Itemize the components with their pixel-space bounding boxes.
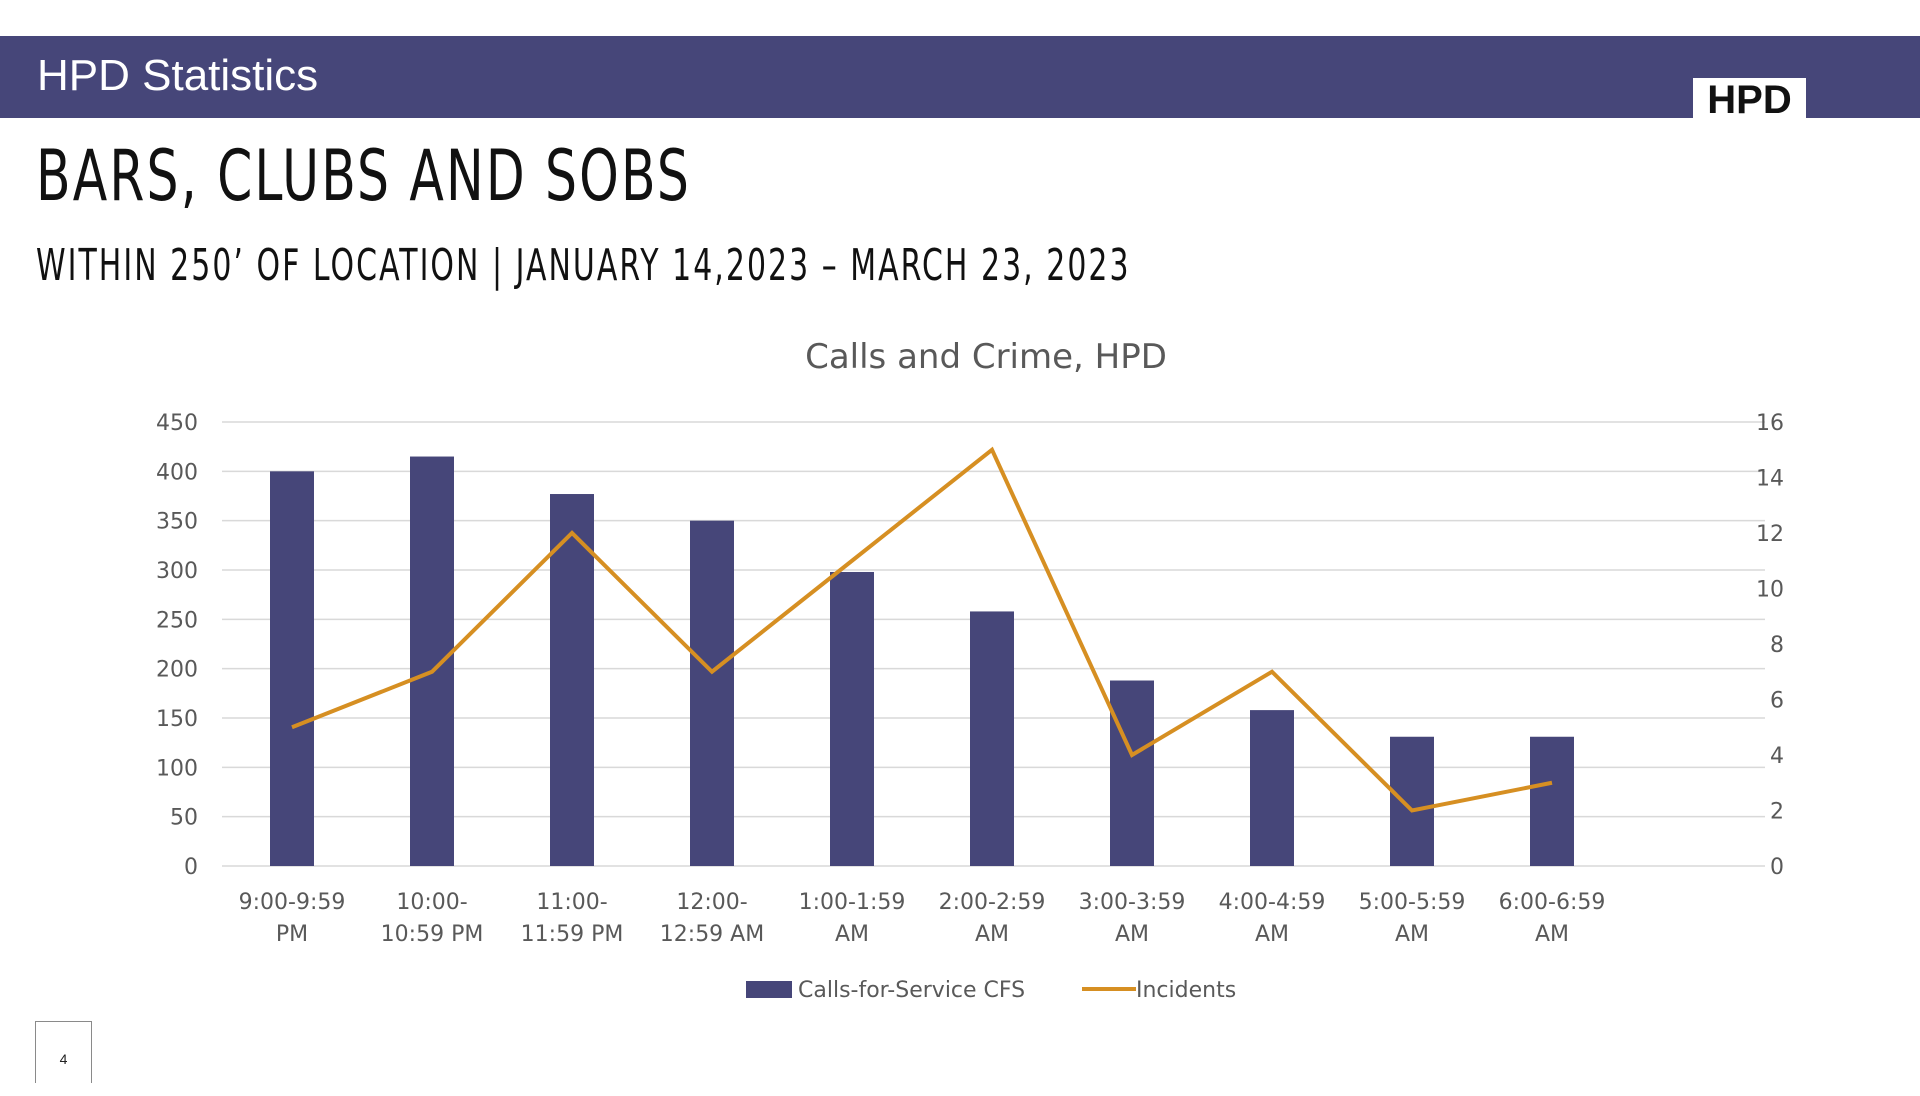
x-tick-label: 2:00-2:59 (939, 890, 1046, 915)
x-tick-label: AM (1255, 922, 1289, 947)
legend-label-cfs: Calls-for-Service CFS (798, 978, 1025, 1003)
left-tick-label: 150 (156, 707, 198, 732)
x-tick-label: 12:59 AM (660, 922, 764, 947)
right-tick-label: 6 (1770, 689, 1784, 714)
x-axis-labels: 9:00-9:59 PM 10:00- 10:59 PM 11:00- 11:59 PM 1… (239, 890, 1606, 947)
legend-swatch-cfs (746, 981, 792, 998)
cfs-bar (1250, 710, 1294, 866)
right-tick-label: 10 (1756, 578, 1784, 603)
right-tick-label: 14 (1756, 467, 1784, 492)
chart-title: Calls and Crime, HPD (805, 337, 1167, 377)
left-tick-label: 200 (156, 658, 198, 683)
cfs-bar (410, 456, 454, 866)
left-tick-label: 50 (170, 806, 198, 831)
cfs-bar (1110, 680, 1154, 866)
x-tick-label: AM (975, 922, 1009, 947)
x-tick-label: 11:00- (536, 890, 607, 915)
cfs-bar (830, 571, 874, 866)
cfs-bar (550, 494, 594, 866)
x-tick-label: PM (276, 922, 308, 947)
hpd-logo: HPD (1693, 78, 1806, 122)
x-tick-label: AM (1535, 922, 1569, 947)
left-tick-label: 450 (156, 411, 198, 436)
left-tick-label: 350 (156, 510, 198, 535)
cfs-bar (1530, 736, 1574, 866)
chart-legend: Calls-for-Service CFS Incidents (746, 978, 1236, 1003)
right-y-axis: 0 2 4 6 8 10 12 14 16 (1756, 411, 1784, 880)
x-tick-label: 12:00- (676, 890, 747, 915)
right-tick-label: 2 (1770, 800, 1784, 825)
right-tick-label: 0 (1770, 855, 1784, 880)
incidents-line-group (291, 446, 1553, 813)
x-tick-label: 10:00- (396, 890, 467, 915)
cfs-bar (690, 520, 734, 866)
slide-subheading: WITHIN 250’ OF LOCATION | JANUARY 14,202… (36, 240, 1131, 291)
x-tick-label: 9:00-9:59 (239, 890, 346, 915)
x-tick-label: 11:59 PM (521, 922, 624, 947)
incidents-line (291, 446, 1553, 813)
x-tick-label: 3:00-3:59 (1079, 890, 1186, 915)
x-tick-label: 6:00-6:59 (1499, 890, 1606, 915)
left-tick-label: 250 (156, 608, 198, 633)
cfs-bar (270, 471, 314, 866)
x-tick-label: 5:00-5:59 (1359, 890, 1466, 915)
page-number: 4 (35, 1021, 92, 1083)
header-title: HPD Statistics (37, 51, 319, 100)
cfs-bar (1390, 736, 1434, 866)
x-tick-label: 4:00-4:59 (1219, 890, 1326, 915)
slide-heading: BARS, CLUBS AND SOBS (36, 135, 692, 217)
right-tick-label: 8 (1770, 633, 1784, 658)
x-tick-label: AM (1395, 922, 1429, 947)
x-tick-label: 1:00-1:59 (799, 890, 906, 915)
left-tick-label: 300 (156, 559, 198, 584)
legend-label-incidents: Incidents (1136, 978, 1236, 1003)
right-tick-label: 4 (1770, 744, 1784, 769)
cfs-bars (270, 456, 1574, 866)
header-bar (0, 36, 1920, 118)
right-tick-label: 16 (1756, 411, 1784, 436)
x-tick-label: AM (1115, 922, 1149, 947)
calls-crime-chart: Calls and Crime, HPD 0501001502002503003… (156, 337, 1784, 1003)
right-tick-label: 12 (1756, 522, 1784, 547)
left-tick-label: 100 (156, 756, 198, 781)
x-tick-label: 10:59 PM (381, 922, 484, 947)
x-tick-label: AM (835, 922, 869, 947)
left-tick-label: 400 (156, 460, 198, 485)
left-y-axis: 0 50 100 150 200 250 300 350 400 450 (156, 411, 198, 880)
cfs-bar (970, 611, 1014, 866)
left-tick-label: 0 (184, 855, 198, 880)
